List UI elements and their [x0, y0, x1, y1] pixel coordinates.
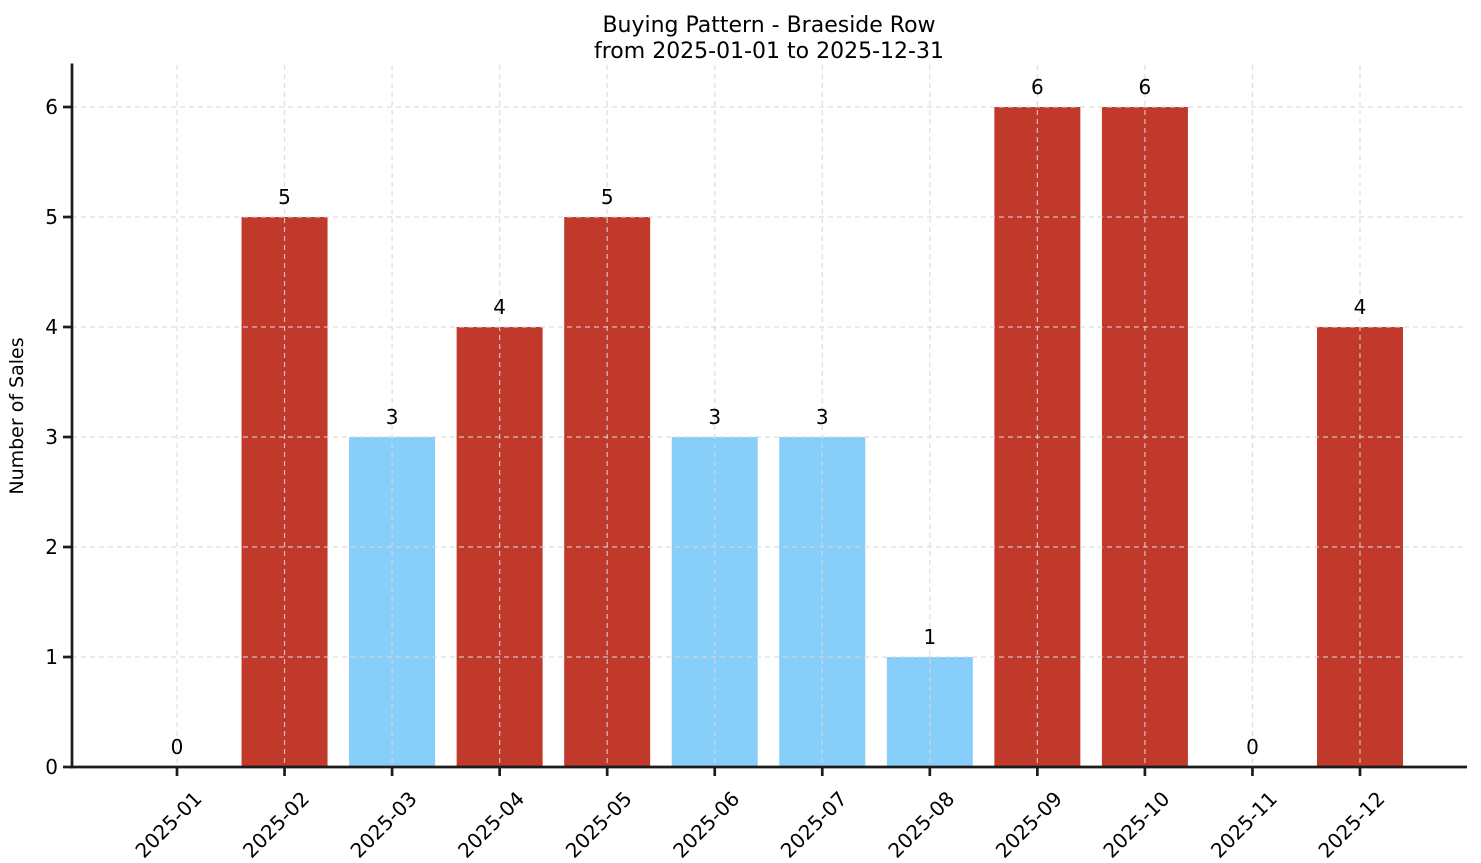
- value-label-2025-09: 6: [1031, 75, 1044, 99]
- plot-area: 2025-01 0 2025-02 5 2025-03 3 2025-04 4 2025-05 5…: [45, 63, 1467, 863]
- x-tick-label-2025-02: 2025-02: [238, 787, 314, 863]
- y-tick-label-1: 1: [45, 645, 58, 669]
- x-tick-label-2025-10: 2025-10: [1098, 787, 1174, 863]
- value-label-2025-02: 5: [278, 185, 291, 209]
- value-label-2025-04: 4: [493, 295, 506, 319]
- value-label-2025-07: 3: [816, 405, 829, 429]
- value-label-2025-05: 5: [601, 185, 614, 209]
- x-tick-label-2025-09: 2025-09: [991, 787, 1067, 863]
- y-tick-label-3: 3: [45, 425, 58, 449]
- x-tick-label-2025-12: 2025-12: [1313, 787, 1389, 863]
- y-axis-title: Number of Sales: [6, 337, 28, 494]
- chart-subtitle: from 2025-01-01 to 2025-12-31: [594, 39, 944, 64]
- y-tick-label-5: 5: [45, 205, 58, 229]
- x-tick-label-2025-11: 2025-11: [1206, 787, 1282, 863]
- x-tick-label-2025-05: 2025-05: [561, 787, 637, 863]
- y-tick-label-6: 6: [45, 95, 58, 119]
- value-label-2025-11: 0: [1246, 735, 1259, 759]
- value-label-2025-12: 4: [1354, 295, 1367, 319]
- gridlines-group: [72, 65, 1467, 767]
- value-label-2025-03: 3: [386, 405, 399, 429]
- x-tick-label-2025-07: 2025-07: [776, 787, 852, 863]
- axes-group: [63, 63, 1467, 776]
- y-tick-label-0: 0: [45, 755, 58, 779]
- y-tick-label-2: 2: [45, 535, 58, 559]
- value-label-2025-06: 3: [708, 405, 721, 429]
- x-tick-label-2025-01: 2025-01: [130, 787, 206, 863]
- value-label-2025-10: 6: [1139, 75, 1152, 99]
- x-tick-label-2025-06: 2025-06: [668, 787, 744, 863]
- x-tick-label-2025-08: 2025-08: [883, 787, 959, 863]
- x-tick-label-2025-03: 2025-03: [346, 787, 422, 863]
- chart-title: Buying Pattern - Braeside Row: [602, 13, 935, 38]
- value-label-2025-01: 0: [171, 735, 184, 759]
- y-tick-label-4: 4: [45, 315, 58, 339]
- x-tick-label-2025-04: 2025-04: [453, 787, 529, 863]
- bar-2025-08: [886, 657, 973, 767]
- value-label-2025-08: 1: [923, 625, 936, 649]
